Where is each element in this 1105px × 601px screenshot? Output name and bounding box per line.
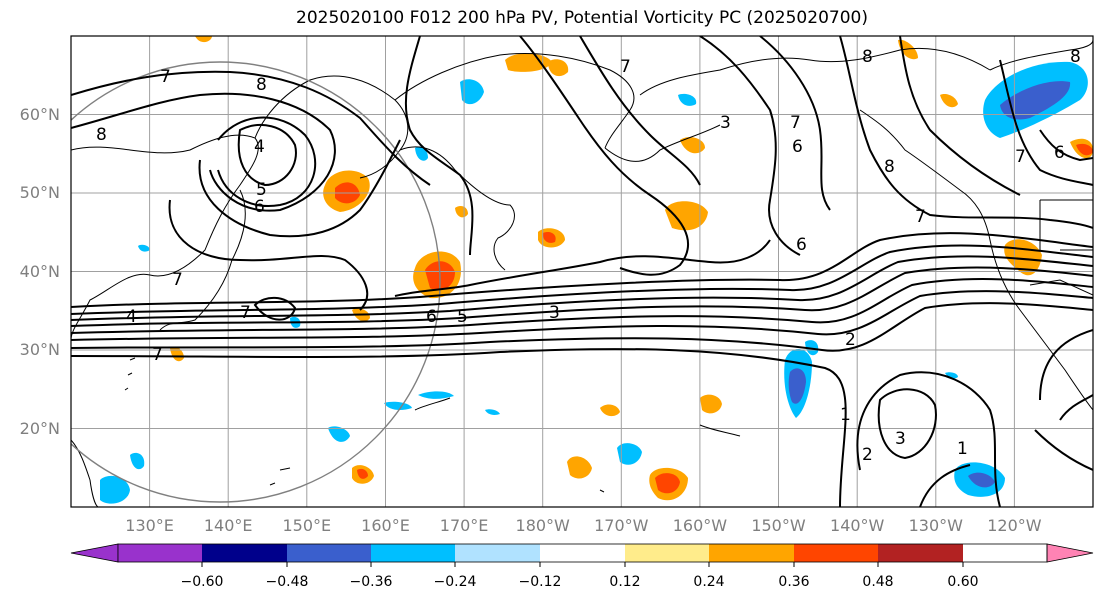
contour-label: 8 bbox=[884, 157, 895, 177]
lon-label: 130°W bbox=[909, 516, 964, 535]
lat-label: 20°N bbox=[20, 419, 60, 438]
lon-label: 150°W bbox=[751, 516, 806, 535]
contour-label: 7 bbox=[152, 345, 163, 365]
lon-label: 140°W bbox=[830, 516, 885, 535]
contour-label: 7 bbox=[1015, 147, 1026, 167]
contour-label: 4 bbox=[126, 307, 137, 327]
lon-label: 160°E bbox=[361, 516, 410, 535]
contour-label: 6 bbox=[792, 137, 803, 157]
contour-label: 6 bbox=[796, 235, 807, 255]
colorbar-box bbox=[540, 544, 625, 562]
colorbar-outline bbox=[117, 543, 1048, 563]
contour-labels: 7 8 8 4 5 6 7 7 4 7 6 5 3 8 6 7 8 7 3 8 … bbox=[96, 47, 1081, 465]
colorbar-box bbox=[455, 544, 540, 562]
colorbar-tick-label: −0.60 bbox=[181, 574, 224, 590]
contour-label: 2 bbox=[845, 330, 856, 350]
lat-label: 50°N bbox=[20, 183, 60, 202]
contour-label: 3 bbox=[549, 303, 560, 323]
colorbar-extend-high bbox=[1046, 543, 1094, 563]
colorbar: −0.60 −0.48 −0.36 −0.24 −0.12 0.12 0.24 0.36 0.4… bbox=[70, 543, 1094, 590]
colorbar-tick-label: −0.48 bbox=[266, 574, 309, 590]
colorbar-ticks: −0.60 −0.48 −0.36 −0.24 −0.12 0.12 0.24 0.36 0.4… bbox=[181, 562, 979, 590]
colorbar-tick-label: −0.12 bbox=[519, 574, 562, 590]
contour-label: 6 bbox=[1054, 143, 1065, 163]
colorbar-box bbox=[794, 544, 878, 562]
colorbar-tick-label: −0.24 bbox=[434, 574, 477, 590]
pv-contours bbox=[71, 36, 1093, 507]
contour-label: 8 bbox=[862, 47, 873, 67]
colorbar-tick-label: 0.36 bbox=[778, 574, 809, 590]
contour-label: 5 bbox=[256, 180, 267, 200]
contour-label: 1 bbox=[840, 405, 851, 425]
contour-label: 5 bbox=[457, 307, 468, 327]
colorbar-tick-label: −0.36 bbox=[350, 574, 393, 590]
contour-label: 4 bbox=[254, 137, 265, 157]
contour-label: 7 bbox=[790, 113, 801, 133]
colorbar-extend-low bbox=[70, 543, 119, 563]
colorbar-boxes bbox=[118, 544, 963, 562]
colorbar-box bbox=[118, 544, 202, 562]
lon-label: 130°E bbox=[125, 516, 174, 535]
lon-label: 150°E bbox=[282, 516, 331, 535]
contour-label: 7 bbox=[915, 207, 926, 227]
colorbar-box bbox=[878, 544, 963, 562]
lon-label: 140°E bbox=[204, 516, 253, 535]
contour-label: 8 bbox=[256, 75, 267, 95]
positive-anomaly-shading bbox=[170, 36, 1093, 501]
lon-label: 170°W bbox=[594, 516, 649, 535]
colorbar-tick-label: 0.24 bbox=[693, 574, 724, 590]
colorbar-box bbox=[709, 544, 794, 562]
contour-label: 6 bbox=[426, 307, 437, 327]
contour-label: 7 bbox=[240, 303, 251, 323]
lat-label: 40°N bbox=[20, 262, 60, 281]
map-frame bbox=[70, 35, 1094, 508]
coastlines bbox=[71, 39, 1093, 507]
latitude-labels: 60°N 50°N 40°N 30°N 20°N bbox=[20, 105, 60, 438]
lat-label: 30°N bbox=[20, 340, 60, 359]
lat-label: 60°N bbox=[20, 105, 60, 124]
contour-label: 7 bbox=[172, 270, 183, 290]
colorbar-tick-label: 0.60 bbox=[947, 574, 978, 590]
contour-label: 8 bbox=[96, 125, 107, 145]
contour-label: 3 bbox=[895, 429, 906, 449]
lon-label: 120°W bbox=[987, 516, 1042, 535]
colorbar-tick-label: 0.48 bbox=[862, 574, 893, 590]
contour-label: 2 bbox=[862, 445, 873, 465]
range-circle bbox=[71, 61, 441, 503]
contour-label: 7 bbox=[620, 57, 631, 77]
longitude-labels: 130°E 140°E 150°E 160°E 170°E 180°W 170°… bbox=[125, 516, 1041, 535]
colorbar-box bbox=[202, 544, 287, 562]
contour-label: 1 bbox=[957, 439, 968, 459]
map-title: 2025020100 F012 200 hPa PV, Potential Vo… bbox=[296, 8, 868, 28]
colorbar-box bbox=[625, 544, 709, 562]
colorbar-box bbox=[371, 544, 455, 562]
contour-label: 7 bbox=[160, 67, 171, 87]
contour-label: 8 bbox=[1070, 47, 1081, 67]
contour-label: 3 bbox=[720, 113, 731, 133]
lon-label: 170°E bbox=[440, 516, 489, 535]
colorbar-tick-label: 0.12 bbox=[609, 574, 640, 590]
colorbar-box bbox=[287, 544, 371, 562]
lon-label: 180°W bbox=[516, 516, 571, 535]
contour-label: 6 bbox=[254, 197, 265, 217]
negative-anomaly-shading bbox=[100, 61, 1088, 504]
lon-label: 160°W bbox=[673, 516, 728, 535]
